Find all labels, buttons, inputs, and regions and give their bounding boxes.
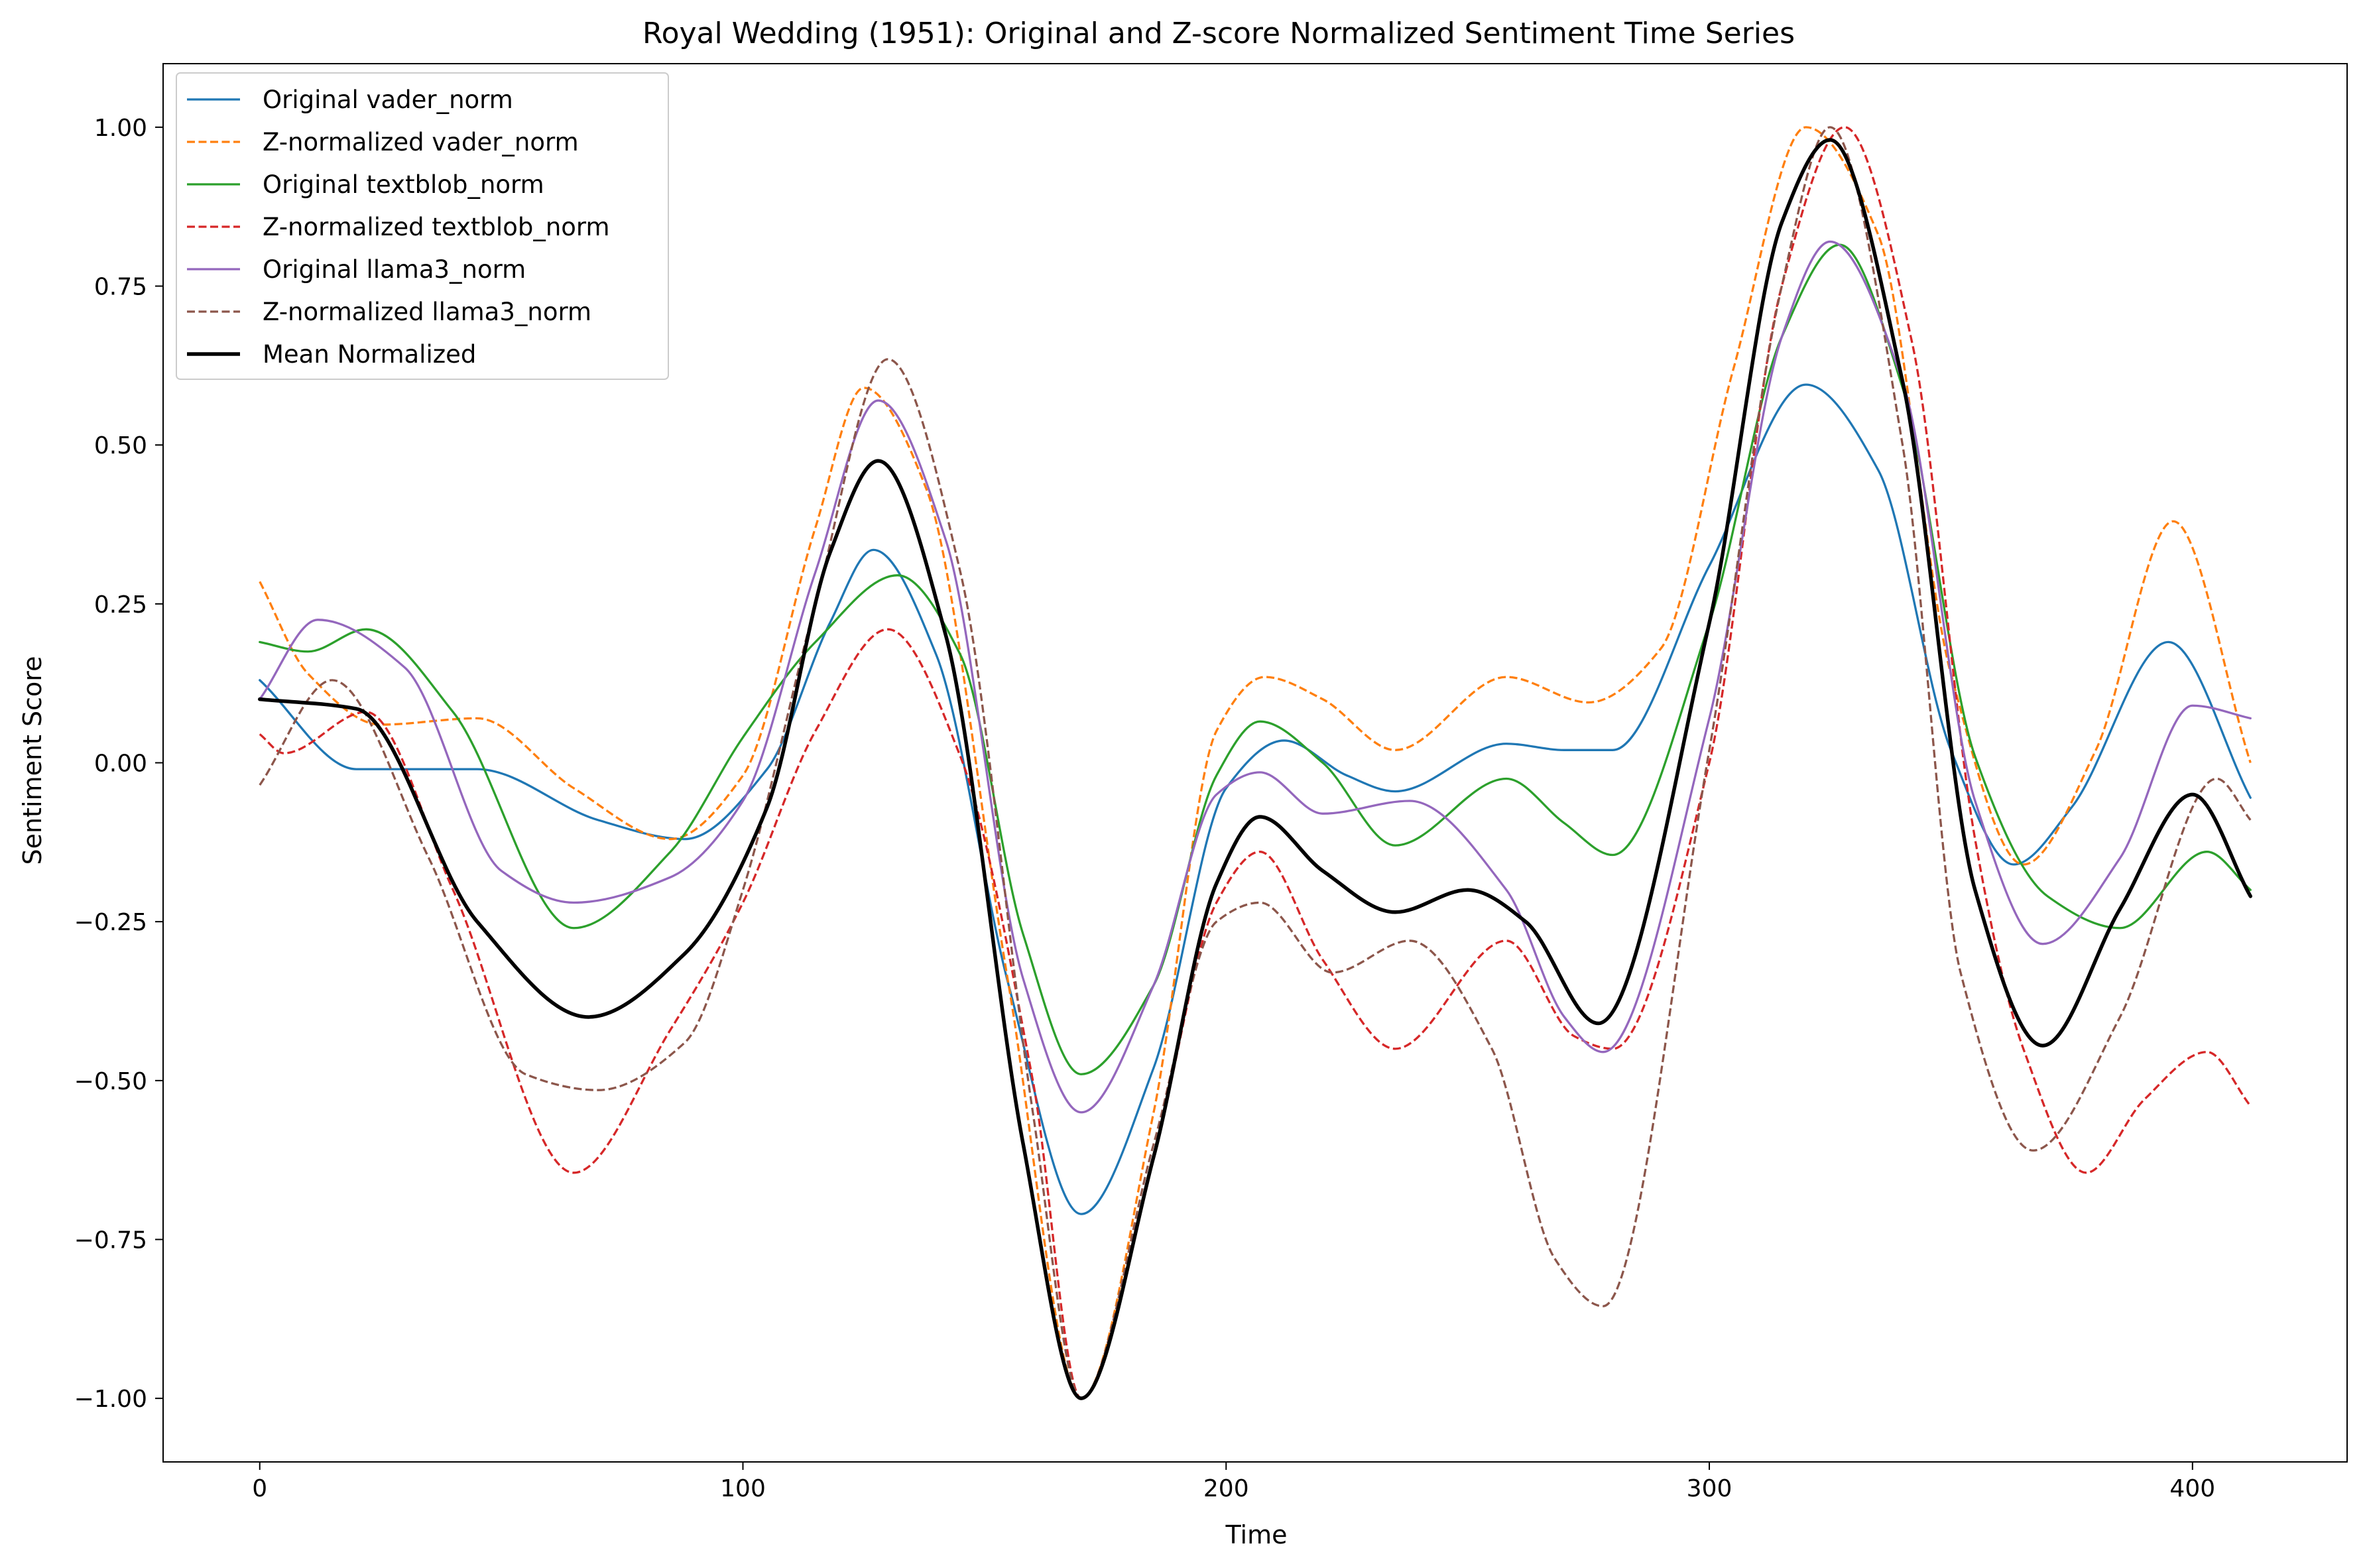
x-tick-label: 400 [2169,1475,2215,1502]
y-tick-label: 0.25 [94,591,147,619]
legend-label: Z-normalized textblob_norm [263,213,610,241]
legend-label: Mean Normalized [263,340,476,369]
y-tick-label: 1.00 [94,115,147,142]
y-tick-label: −0.25 [74,909,147,936]
x-tick-label: 100 [720,1475,766,1502]
chart-title: Royal Wedding (1951): Original and Z-sco… [642,17,1795,50]
x-tick-label: 0 [252,1475,267,1502]
legend-label: Z-normalized llama3_norm [263,298,591,326]
x-axis-title: Time [1225,1520,1288,1549]
legend-label: Z-normalized vader_norm [263,128,579,156]
legend: Original vader_norm Z-normalized vader_no… [176,73,668,379]
y-tick-label: 0.75 [94,274,147,301]
y-tick-label: −0.75 [74,1227,147,1254]
x-tick-label: 300 [1687,1475,1732,1502]
y-tick-label: 0.50 [94,432,147,459]
y-tick-label: −0.50 [74,1068,147,1095]
x-tick-label: 200 [1203,1475,1249,1502]
y-tick-label: −1.00 [74,1386,147,1413]
legend-label: Original textblob_norm [263,170,544,199]
legend-label: Original llama3_norm [263,255,526,284]
y-tick-label: 0.00 [94,751,147,778]
y-axis-title: Sentiment Score [18,656,47,865]
legend-label: Original vader_norm [263,86,513,114]
series-line-original-vader-norm [260,385,2251,1214]
